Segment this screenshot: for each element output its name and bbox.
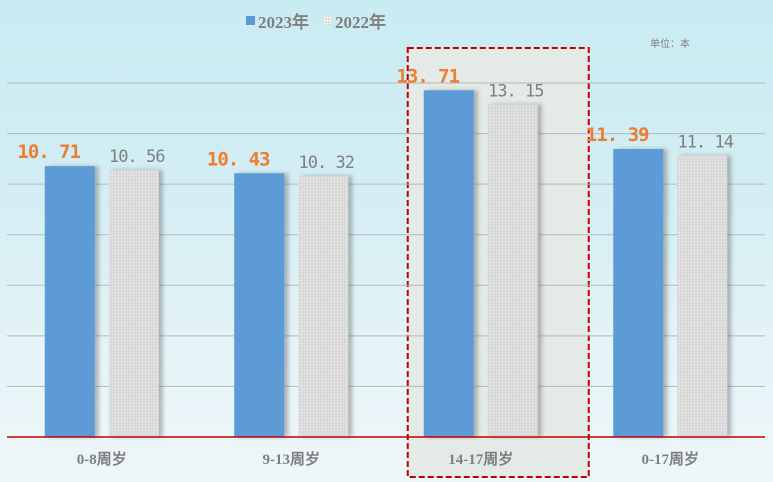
data-label-2023: 13. 71 (396, 65, 459, 87)
legend-swatch-2023 (246, 16, 255, 25)
bar-2022 (677, 155, 728, 437)
legend: 2023年 2022年 (246, 8, 386, 33)
x-tick-label: 0-17周岁 (642, 450, 700, 468)
data-label-2022: 11. 14 (678, 132, 734, 152)
legend-swatch-2022 (323, 16, 332, 25)
unit-label: 单位：本 (650, 39, 690, 50)
data-label-2022: 10. 56 (109, 147, 165, 167)
bar-2022 (487, 104, 538, 437)
bar-2023 (44, 166, 95, 437)
data-label-2023: 10. 43 (207, 148, 270, 170)
bar-2023 (234, 173, 285, 437)
legend-label-2022: 2022年 (335, 13, 386, 32)
data-label-2022: 13. 15 (488, 81, 543, 101)
bar-2022 (108, 169, 159, 438)
bar-2023 (613, 148, 664, 437)
data-label-2023: 11. 39 (586, 124, 649, 146)
x-tick-label: 9-13周岁 (263, 450, 321, 468)
data-label-2023: 10. 71 (17, 141, 80, 163)
legend-label-2023: 2023年 (258, 13, 309, 32)
x-tick-label: 14-17周岁 (448, 450, 513, 468)
data-label-2022: 10. 32 (299, 153, 354, 173)
bar-2022 (298, 176, 349, 437)
bar-2023 (423, 90, 474, 437)
x-tick-label: 0-8周岁 (77, 450, 127, 468)
